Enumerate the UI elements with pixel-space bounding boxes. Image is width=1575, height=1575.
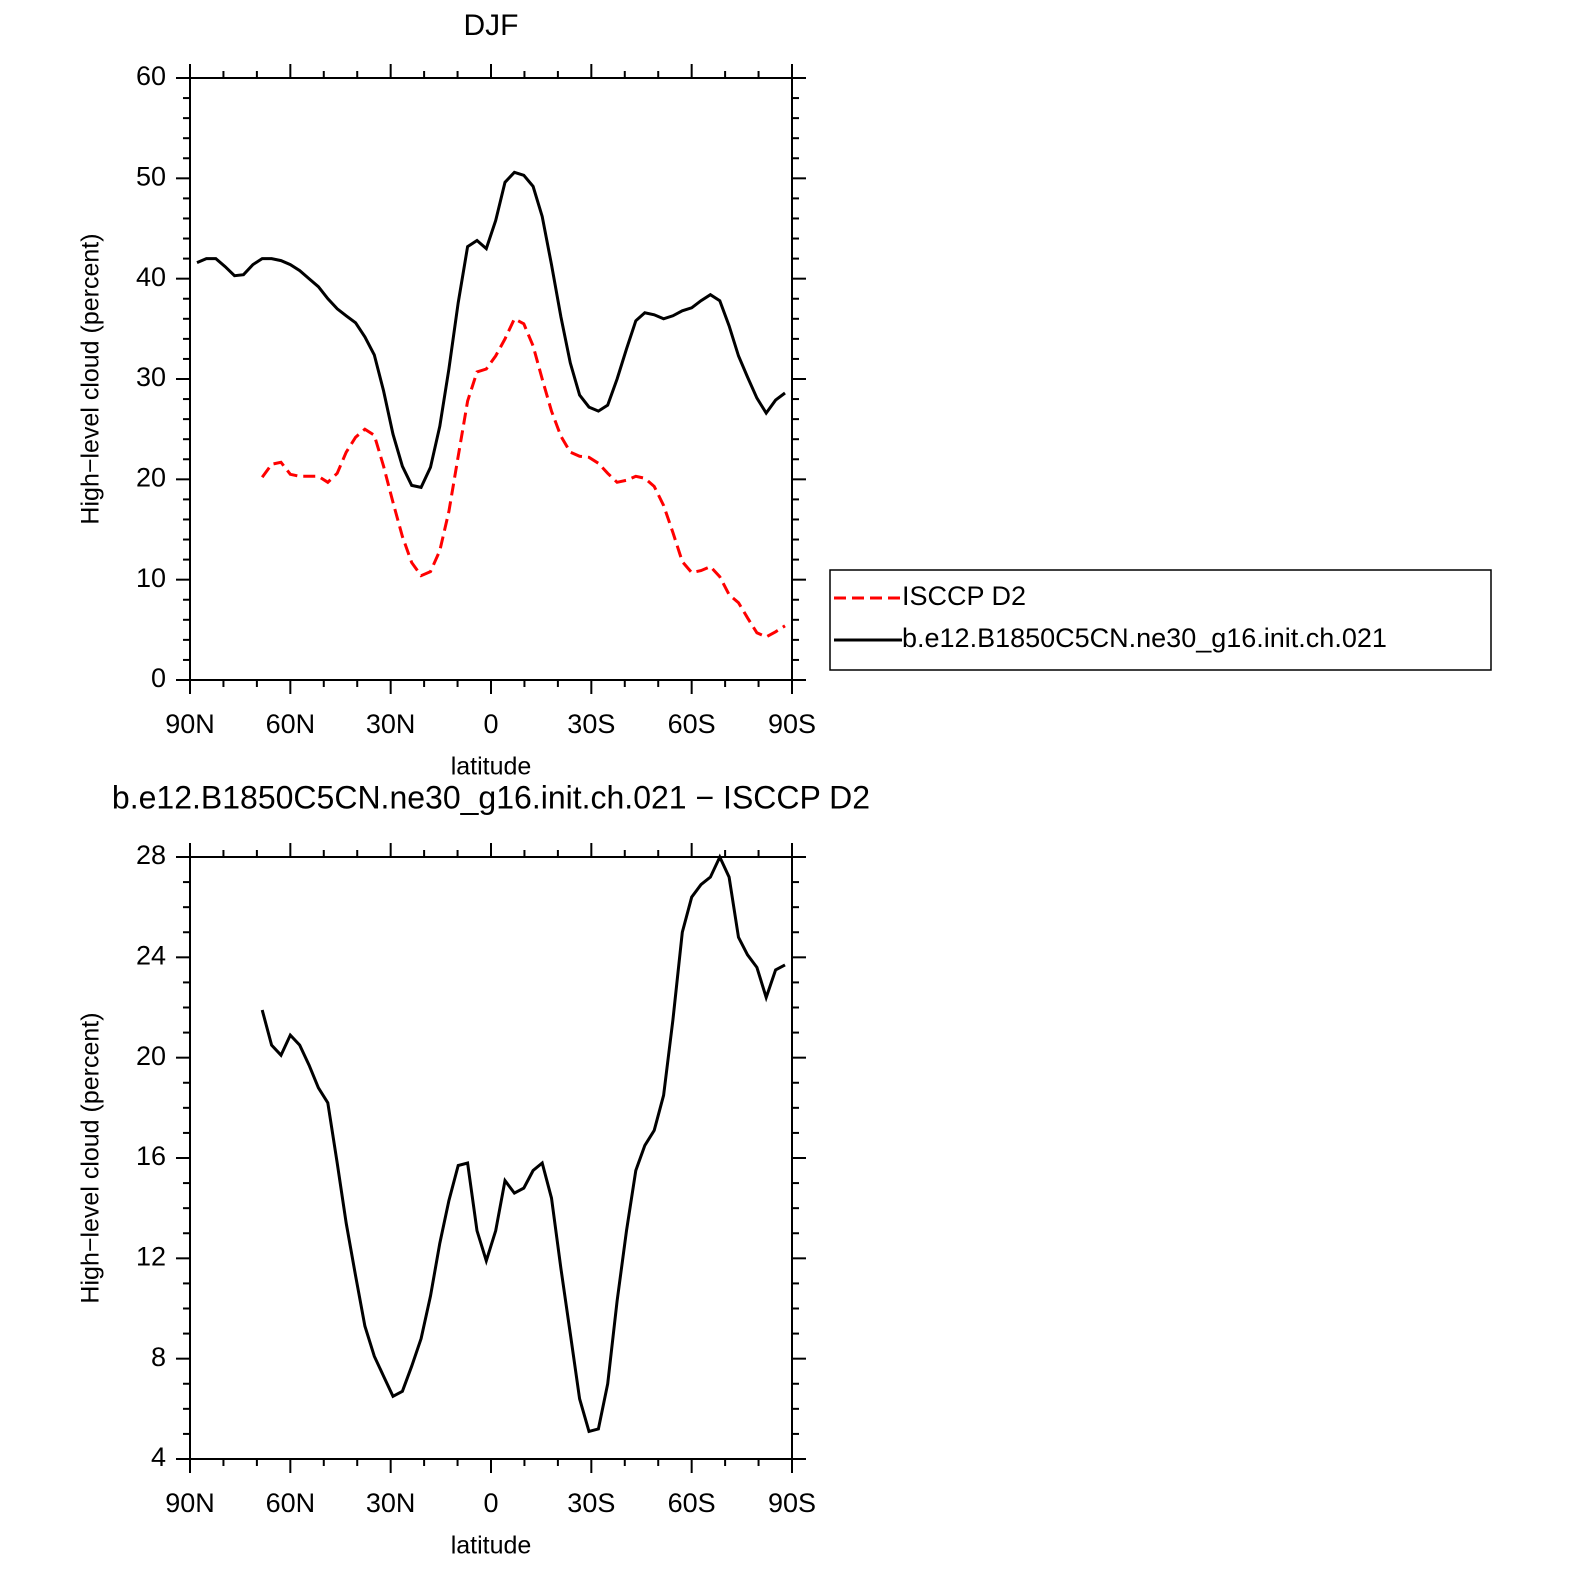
x-tick-label: 0 [483,709,498,739]
y-tick-label: 12 [136,1241,166,1271]
data-line [260,316,786,639]
plot-frame [189,856,793,1460]
y-tick-label: 10 [136,563,166,593]
y-tick-label: 8 [151,1342,166,1372]
x-tick-label: 90N [165,709,215,739]
plot-frame [189,77,793,681]
x-tick-label: 30S [567,709,615,739]
data-line [260,853,786,1434]
y-tick-label: 60 [136,61,166,91]
x-tick-label: 60N [266,1488,316,1518]
legend-label: ISCCP D2 [902,581,1026,611]
x-axis-label: latitude [451,753,532,781]
legend-box [829,569,1492,671]
chart-title: DJF [464,9,519,42]
y-tick-label: 0 [151,663,166,693]
x-tick-label: 60S [668,709,716,739]
x-tick-label: 60N [266,709,316,739]
y-tick-label: 40 [136,262,166,292]
x-tick-label: 90N [165,1488,215,1518]
y-tick-label: 20 [136,1041,166,1071]
x-tick-label: 90S [768,1488,816,1518]
x-axis-label: latitude [451,1532,532,1560]
y-tick-label: 4 [151,1442,166,1472]
x-tick-label: 90S [768,709,816,739]
y-tick-label: 28 [136,840,166,870]
y-tick-label: 30 [136,362,166,392]
y-axis-label: High−level cloud (percent) [77,233,105,524]
x-tick-label: 0 [483,1488,498,1518]
chart-title: b.e12.B1850C5CN.ne30_g16.init.ch.021 − I… [112,779,870,815]
x-tick-label: 30S [567,1488,615,1518]
y-tick-label: 24 [136,940,166,970]
data-line [196,170,786,490]
x-tick-label: 30N [366,1488,416,1518]
y-tick-label: 50 [136,161,166,191]
y-tick-label: 16 [136,1141,166,1171]
legend-label: b.e12.B1850C5CN.ne30_g16.init.ch.021 [902,623,1387,653]
x-tick-label: 60S [668,1488,716,1518]
y-axis-label: High−level cloud (percent) [77,1012,105,1303]
x-tick-label: 30N [366,709,416,739]
y-tick-label: 20 [136,462,166,492]
